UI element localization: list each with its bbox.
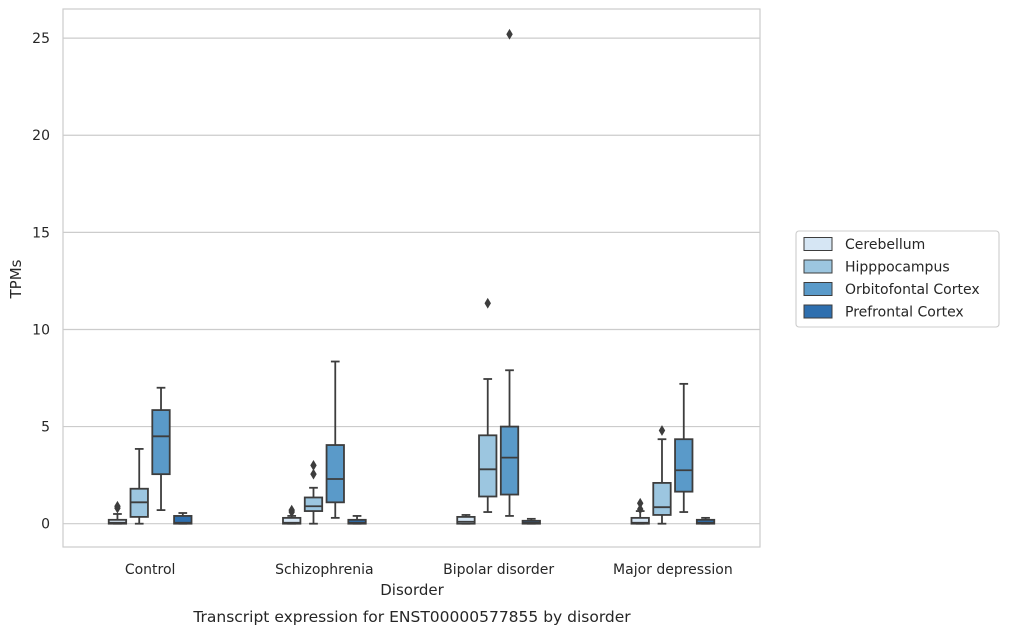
y-axis-label: TPMs (7, 259, 25, 299)
box-iqr (151, 409, 171, 476)
legend-entry: Orbitofontal Cortex (845, 282, 980, 298)
box-plot-box (303, 460, 324, 525)
legend-entry: Hipppocampus (845, 260, 950, 276)
box-iqr (347, 518, 367, 525)
y-tick-label: 15 (32, 225, 50, 241)
box-iqr (652, 482, 672, 516)
legend-entry: Cerebellum (845, 237, 925, 253)
box-iqr (630, 516, 650, 525)
outlier-point (636, 503, 644, 515)
x-tick-label: Major depression (613, 562, 733, 578)
chart-caption: Transcript expression for ENST0000057785… (192, 608, 631, 626)
box-plot-box (173, 512, 193, 525)
box-plot-box (282, 504, 302, 525)
box-iqr (456, 515, 476, 525)
outlier-point (506, 28, 513, 40)
legend-swatch (803, 237, 833, 251)
box-plot-box (325, 360, 345, 519)
box-plot-box (521, 517, 541, 525)
outlier-point (310, 468, 317, 480)
box-iqr (107, 518, 128, 525)
legend-swatch (803, 304, 833, 319)
legend-entry: Prefrontal Cortex (845, 305, 964, 321)
outlier-point (114, 502, 121, 514)
box-iqr (478, 434, 498, 498)
y-tick-label: 0 (41, 517, 50, 533)
box-iqr (695, 518, 716, 525)
plot-frame (62, 8, 761, 548)
x-tick-label: Bipolar disorder (443, 562, 554, 578)
outlier-point (288, 506, 295, 518)
box-plot-box (456, 514, 476, 525)
box-iqr (282, 516, 302, 525)
box-plot-box (630, 497, 650, 525)
outlier-point (636, 497, 644, 509)
y-axis-ticks: 0 5 10 15 20 25 (32, 31, 50, 533)
legend-swatch (803, 259, 833, 274)
y-tick-label: 10 (32, 322, 50, 338)
box-plot-box (347, 515, 367, 525)
y-tick-label: 5 (41, 420, 50, 436)
box-iqr (674, 438, 694, 493)
legend-swatch (803, 282, 833, 296)
box-iqr (303, 496, 324, 512)
box-plot-box (695, 516, 716, 525)
box-plot-marks (107, 28, 716, 525)
box-iqr (499, 425, 520, 496)
outlier-point (658, 425, 666, 436)
box-plot-box (478, 297, 498, 513)
y-tick-label: 25 (32, 31, 50, 47)
x-tick-label: Control (125, 562, 176, 578)
box-plot-box (129, 448, 149, 525)
legend: Cerebellum Hipppocampus Orbitofontal Corte… (795, 230, 1000, 328)
legend-frame (795, 230, 1000, 328)
y-tick-label: 20 (32, 128, 50, 144)
box-plot-box (674, 382, 694, 513)
x-axis-label: Disorder (380, 581, 444, 599)
outlier-point (484, 297, 491, 309)
x-tick-label: Schizophrenia (275, 562, 373, 578)
box-plot-box (499, 28, 520, 517)
box-plot-box (151, 386, 171, 511)
outlier-point (310, 460, 317, 471)
x-axis-ticks: Control Schizophrenia Bipolar disorder Majo… (125, 562, 733, 578)
box-plot-box (652, 425, 672, 525)
box-iqr (325, 444, 345, 504)
box-iqr (173, 515, 193, 525)
box-plot-box (107, 500, 128, 525)
